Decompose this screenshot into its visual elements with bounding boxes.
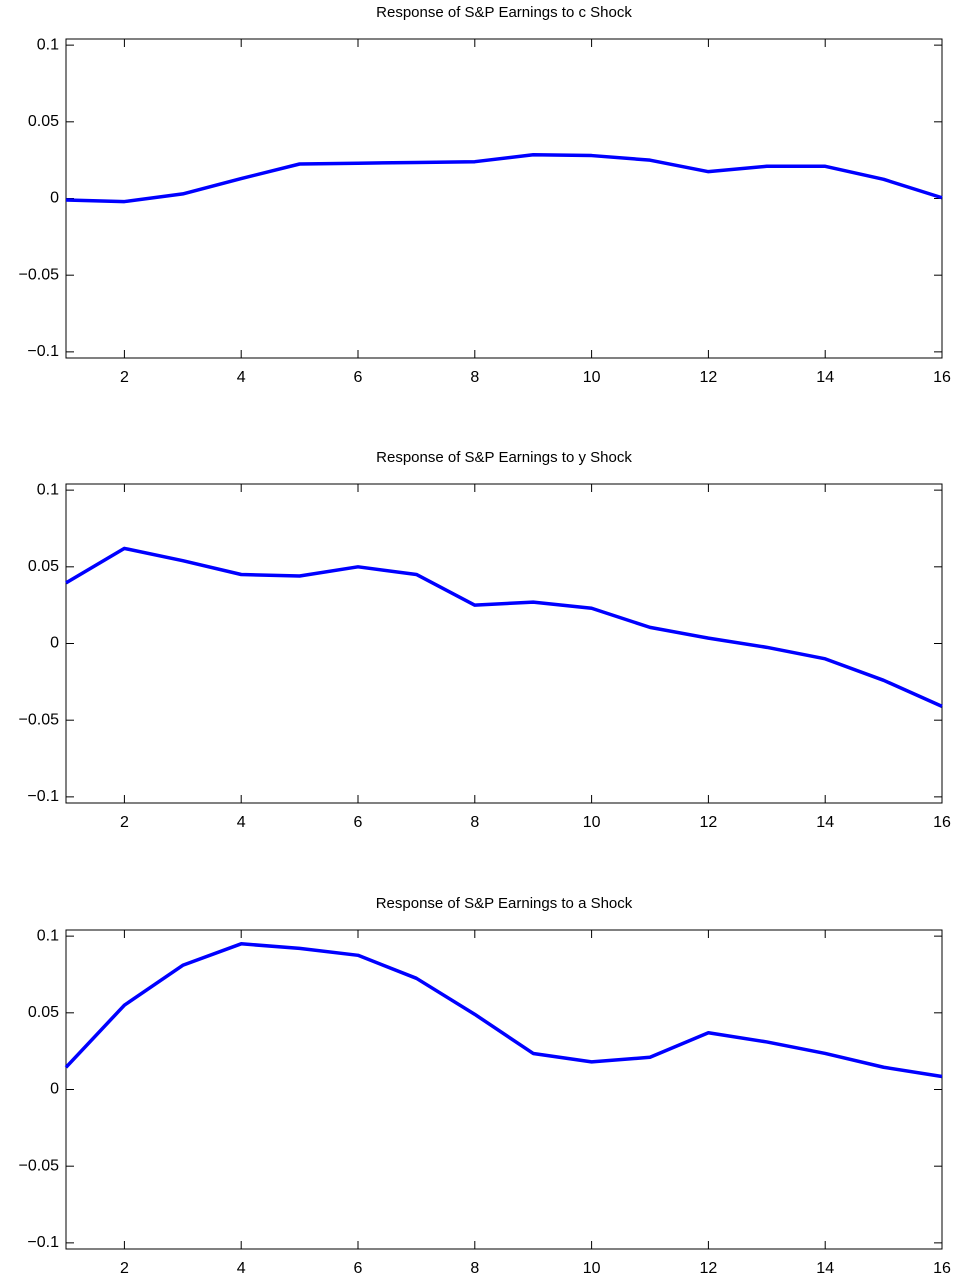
y-tick-label: 0.1 [37,927,59,944]
y-tick-label: −0.05 [19,1157,60,1174]
y-tick-label: −0.1 [27,788,59,805]
x-tick-label: 4 [237,369,246,386]
y-tick-label: 0 [50,635,59,652]
x-tick-label: 8 [470,814,479,831]
x-tick-label: 14 [816,814,834,831]
x-tick-label: 16 [933,369,951,386]
chart-title: Response of S&P Earnings to c Shock [376,4,632,21]
y-tick-label: 0.1 [37,481,59,498]
x-tick-label: 10 [583,814,601,831]
y-tick-label: −0.05 [19,711,60,728]
y-tick-label: −0.1 [27,1234,59,1251]
x-tick-label: 8 [470,369,479,386]
x-tick-label: 16 [933,814,951,831]
x-tick-label: 6 [354,1260,363,1277]
y-tick-label: 0.05 [28,558,59,575]
y-tick-label: 0 [50,190,59,207]
x-tick-label: 2 [120,369,129,386]
x-tick-label: 4 [237,1260,246,1277]
x-tick-label: 12 [700,369,718,386]
x-tick-label: 14 [816,369,834,386]
y-tick-label: 0.05 [28,113,59,130]
x-tick-label: 6 [354,814,363,831]
x-tick-label: 14 [816,1260,834,1277]
plot-frame [65,483,943,804]
x-tick-label: 10 [583,1260,601,1277]
y-tick-label: 0.1 [37,36,59,53]
x-tick-label: 2 [120,1260,129,1277]
y-tick-label: −0.05 [19,266,60,283]
y-tick-label: 0 [50,1081,59,1098]
series-line [65,153,943,204]
y-tick-label: −0.1 [27,343,59,360]
x-tick-label: 2 [120,814,129,831]
x-tick-label: 12 [700,1260,718,1277]
x-tick-label: 8 [470,1260,479,1277]
x-tick-label: 12 [700,814,718,831]
x-tick-label: 10 [583,369,601,386]
y-tick-label: 0.05 [28,1004,59,1021]
plot-frame [65,929,943,1250]
chart-title: Response of S&P Earnings to y Shock [376,449,632,466]
x-tick-label: 6 [354,369,363,386]
series-line [65,546,943,708]
plot-frame [65,38,943,359]
x-tick-label: 16 [933,1260,951,1277]
x-tick-label: 4 [237,814,246,831]
series-line [64,942,943,1079]
chart-title: Response of S&P Earnings to a Shock [376,895,633,912]
